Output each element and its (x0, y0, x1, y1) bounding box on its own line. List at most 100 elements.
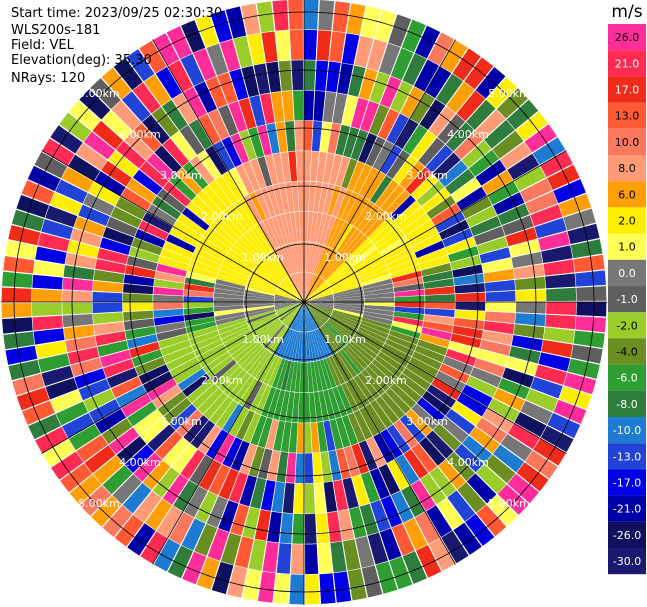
velocity-gate (175, 167, 203, 195)
velocity-gate (191, 334, 221, 352)
velocity-gate (271, 358, 286, 388)
range-ring-label: 5.00km (488, 87, 530, 100)
velocity-gate (390, 81, 413, 113)
velocity-gate (5, 240, 38, 260)
velocity-gate (2, 317, 33, 334)
velocity-gate (271, 250, 289, 277)
velocity-gate (153, 294, 183, 302)
velocity-gate (273, 573, 290, 604)
velocity-gate (329, 269, 356, 287)
velocity-gate (304, 302, 309, 332)
velocity-gate (35, 426, 68, 454)
range-ring-label: 2.00km (201, 210, 243, 223)
velocity-gate (488, 398, 520, 423)
velocity-gate (445, 348, 477, 367)
velocity-gate (285, 212, 295, 243)
velocity-gate (304, 60, 316, 91)
velocity-gate (391, 270, 422, 283)
velocity-gate (446, 451, 475, 482)
velocity-gate (373, 433, 395, 464)
velocity-gate (215, 400, 238, 429)
velocity-gate (408, 226, 439, 247)
velocity-gate (359, 265, 389, 281)
velocity-gate (280, 282, 304, 302)
velocity-gate (152, 33, 180, 66)
velocity-gate (184, 283, 215, 293)
velocity-gate (304, 302, 329, 321)
velocity-gate (411, 443, 438, 473)
range-ring-label: 1.00km (242, 333, 284, 346)
velocity-gate (154, 271, 186, 284)
velocity-gate (422, 320, 454, 333)
velocity-gate (412, 351, 442, 370)
velocity-gate (328, 450, 342, 481)
velocity-gate (294, 211, 301, 242)
velocity-gate (419, 333, 450, 349)
azimuth-spoke (41, 150, 305, 303)
velocity-gate (361, 369, 385, 396)
velocity-gate (270, 91, 285, 123)
velocity-gate (316, 328, 332, 357)
velocity-gate (228, 372, 251, 400)
velocity-gate (288, 151, 298, 182)
velocity-gate (244, 303, 274, 309)
velocity-gate (83, 193, 115, 216)
velocity-gate (189, 454, 214, 486)
velocity-gate (399, 161, 425, 189)
velocity-gate (442, 356, 474, 376)
velocity-gate (80, 485, 112, 516)
velocity-gate (311, 330, 323, 360)
velocity-gate (338, 509, 355, 541)
range-ring-label: 4.00km (447, 128, 489, 141)
velocity-gate (250, 272, 278, 289)
velocity-gate (209, 396, 233, 425)
velocity-gate (515, 302, 546, 314)
velocity-gate (500, 142, 532, 170)
velocity-gate (316, 247, 332, 275)
velocity-gate (176, 409, 203, 437)
velocity-gate (375, 561, 398, 594)
velocity-gate (298, 392, 304, 423)
velocity-gate (476, 504, 507, 537)
velocity-gate (275, 292, 304, 302)
velocity-gate (183, 296, 214, 302)
velocity-gate (405, 362, 435, 384)
velocity-gate (285, 361, 295, 392)
velocity-gate (274, 302, 304, 306)
velocity-gate (334, 223, 353, 252)
velocity-gate (274, 302, 304, 307)
velocity-gate (446, 81, 475, 113)
velocity-gate (403, 449, 429, 479)
range-ring-label: 5.00km (488, 497, 530, 510)
velocity-gate (390, 264, 421, 279)
velocity-gate (282, 280, 304, 302)
velocity-gate (278, 182, 290, 214)
velocity-gate (280, 302, 304, 322)
velocity-gate (59, 112, 92, 142)
velocity-gate (304, 302, 312, 332)
velocity-gate (259, 259, 283, 282)
velocity-gate (266, 185, 281, 216)
velocity-gate (391, 320, 422, 333)
velocity-gate (133, 491, 162, 523)
velocity-gate (214, 308, 245, 317)
velocity-gate (223, 257, 252, 275)
velocity-gate (437, 114, 466, 144)
velocity-gate (291, 274, 304, 302)
velocity-gate (218, 500, 239, 532)
velocity-gate (475, 66, 506, 99)
velocity-gate (380, 347, 409, 368)
velocity-gate (452, 48, 481, 81)
velocity-gate (323, 324, 345, 349)
velocity-gate (465, 205, 497, 228)
velocity-gate (307, 331, 314, 362)
velocity-gate (304, 272, 311, 302)
velocity-gate (75, 142, 108, 170)
velocity-gate (229, 471, 248, 504)
velocity-gate (217, 104, 239, 136)
velocity-gate (461, 140, 492, 168)
velocity-gate (320, 251, 340, 278)
velocity-gate (316, 360, 328, 391)
velocity-gate (335, 417, 351, 448)
velocity-gate (132, 169, 163, 196)
